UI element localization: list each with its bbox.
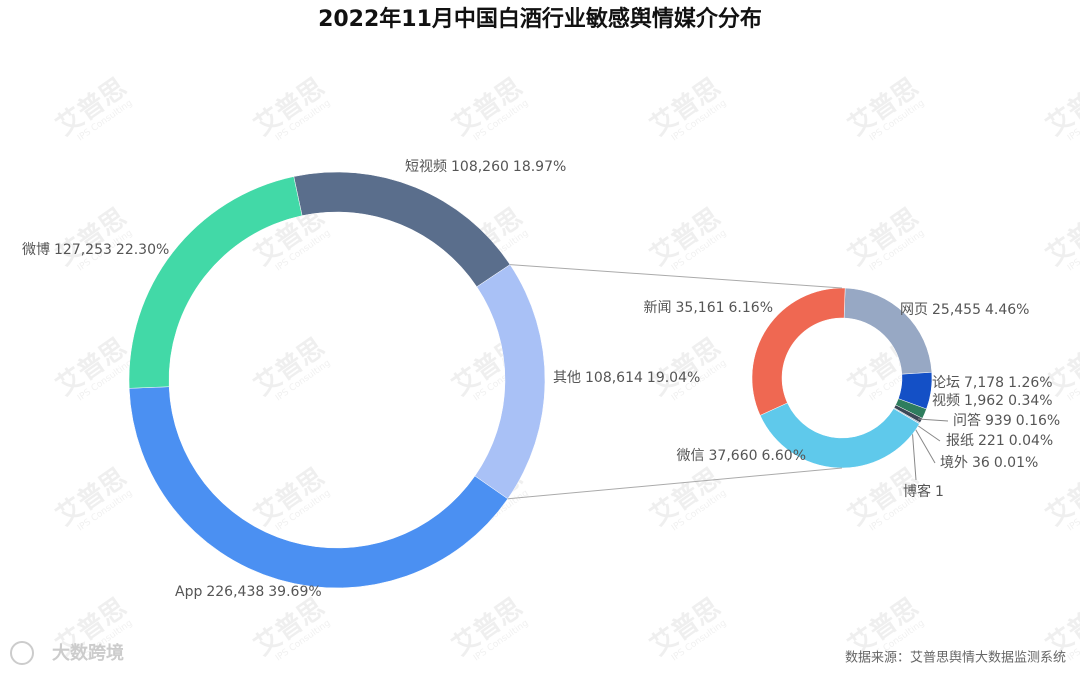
- label-value: 1: [935, 484, 944, 500]
- label-category: App: [175, 584, 202, 600]
- data-label: 网页 25,455 4.46%: [900, 302, 1029, 318]
- data-label: 报纸 221 0.04%: [946, 433, 1053, 449]
- label-value: 226,438: [206, 584, 264, 600]
- data-label: 博客 1: [903, 483, 944, 500]
- data-label: App 226,438 39.69%: [175, 584, 322, 600]
- label-value: 1,962: [964, 393, 1004, 409]
- label-category: 境外: [940, 455, 968, 471]
- label-share: 6.16%: [729, 300, 773, 316]
- label-share: 4.46%: [985, 302, 1029, 318]
- label-category: 论坛: [932, 375, 960, 391]
- connector-line: [510, 264, 843, 289]
- label-share: 0.04%: [1009, 433, 1053, 449]
- data-label: 微信 37,660 6.60%: [677, 448, 806, 464]
- data-label: 境外 36 0.01%: [940, 455, 1038, 471]
- leader-line: [917, 418, 949, 422]
- label-value: 127,253: [54, 242, 112, 258]
- label-category: 网页: [900, 302, 928, 318]
- label-category: 其他: [553, 370, 581, 386]
- label-value: 37,660: [709, 448, 758, 464]
- logo-text: 大数跨境: [52, 642, 124, 664]
- source-note: 数据来源：艾普思舆情大数据监测系统: [845, 651, 1066, 666]
- label-share: 18.97%: [513, 159, 566, 175]
- connector-line: [507, 467, 843, 500]
- label-category: 新闻: [644, 300, 672, 316]
- leader-line: [912, 424, 936, 464]
- donut-sector: [128, 386, 509, 589]
- chart-title: 2022年11月中国白酒行业敏感舆情媒介分布: [318, 6, 762, 32]
- leader-line: [911, 426, 917, 481]
- data-label: 微博 127,253 22.30%: [22, 241, 169, 258]
- logo-icon: [10, 641, 34, 665]
- label-category: 问答: [953, 412, 981, 429]
- label-value: 7,178: [964, 375, 1004, 391]
- label-share: 22.30%: [116, 242, 169, 258]
- data-label: 论坛 7,178 1.26%: [932, 375, 1053, 391]
- label-value: 108,614: [585, 370, 643, 386]
- data-label: 问答 939 0.16%: [953, 412, 1060, 429]
- data-label: 新闻 35,161 6.16%: [644, 300, 773, 316]
- label-category: 报纸: [946, 433, 974, 449]
- label-value: 35,161: [676, 300, 725, 316]
- label-value: 108,260: [451, 159, 509, 175]
- label-value: 25,455: [932, 302, 981, 318]
- label-category: 博客: [903, 483, 931, 500]
- label-value: 221: [978, 433, 1005, 449]
- label-share: 0.34%: [1008, 393, 1052, 409]
- label-value: 939: [985, 413, 1012, 429]
- label-category: 视频: [932, 393, 960, 409]
- label-share: 0.16%: [1016, 413, 1060, 429]
- data-label: 短视频 108,260 18.97%: [405, 159, 566, 175]
- label-category: 微博: [22, 241, 50, 258]
- donut-sector: [128, 176, 303, 389]
- label-category: 微信: [677, 448, 705, 464]
- label-share: 19.04%: [647, 370, 700, 386]
- label-category: 短视频: [405, 159, 447, 175]
- label-share: 6.60%: [762, 448, 806, 464]
- data-label: 视频 1,962 0.34%: [932, 393, 1053, 409]
- label-share: 1.26%: [1008, 375, 1052, 391]
- label-share: 39.69%: [268, 584, 321, 600]
- label-share: 0.01%: [994, 455, 1038, 471]
- data-label: 其他 108,614 19.04%: [553, 370, 700, 386]
- label-value: 36: [972, 455, 990, 471]
